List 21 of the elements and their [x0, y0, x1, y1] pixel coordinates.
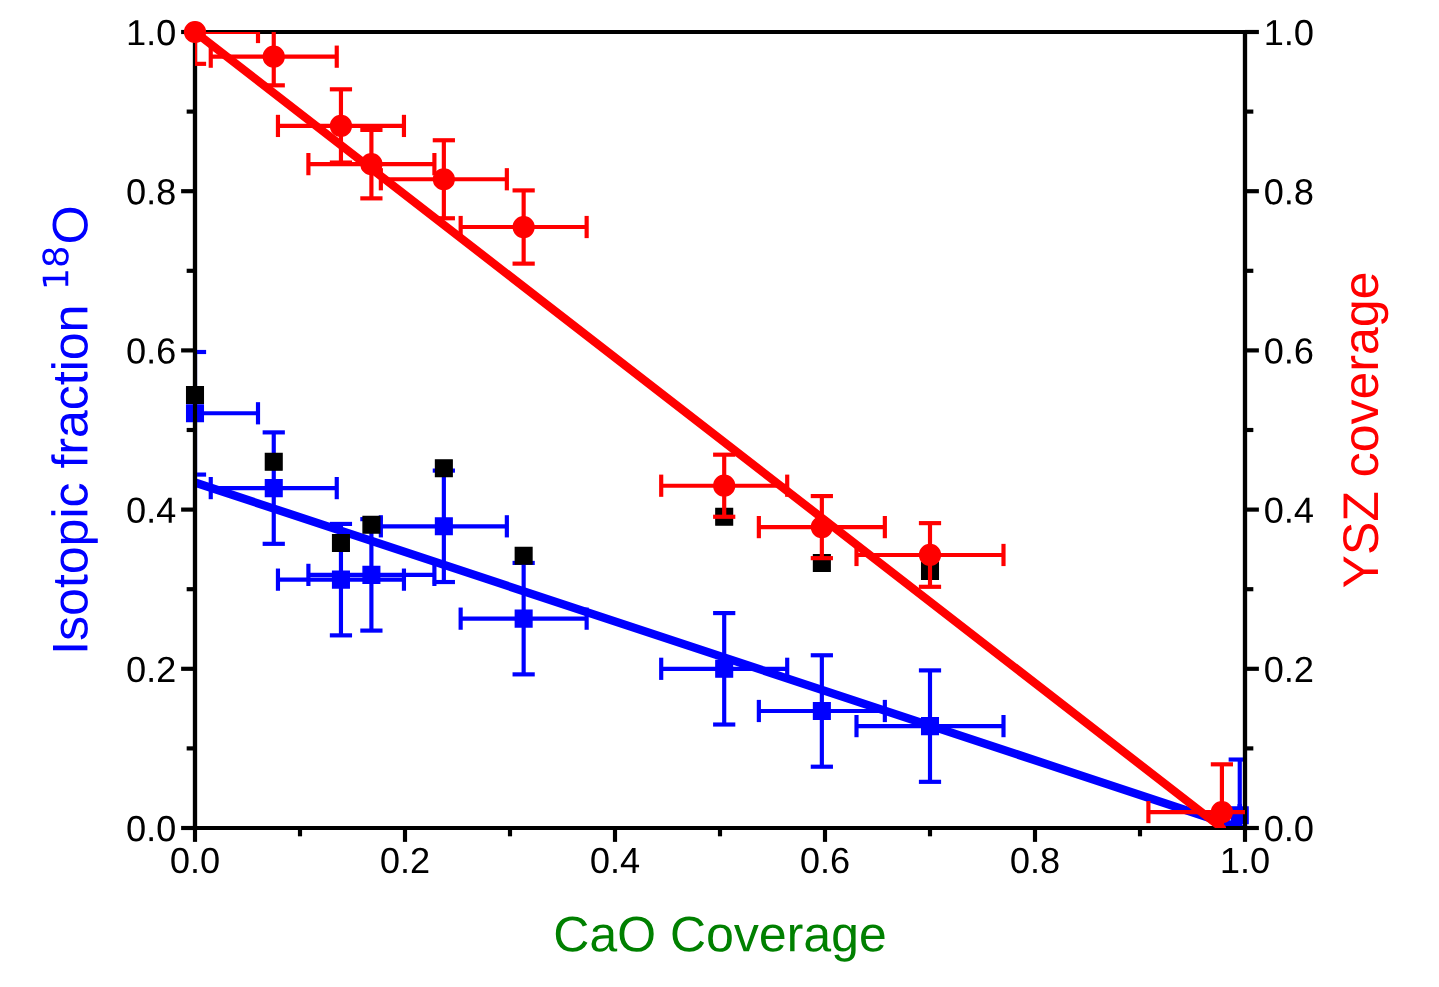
x-tick-label: 0.4 [591, 847, 640, 874]
y-tick-label: 0.4 [127, 497, 176, 524]
y2-tick-label: 0.0 [1265, 815, 1313, 842]
x-tick-label: 0.8 [1011, 847, 1059, 874]
y2-tick-label: 0.4 [1265, 497, 1313, 524]
y2-axis-title: YSZ coverage [1343, 273, 1389, 588]
x-tick-label: 0.6 [801, 847, 849, 874]
y2-tick-label: 0.6 [1265, 338, 1313, 364]
x-tick-label: 1.0 [1222, 847, 1269, 874]
y-tick-label: 1.0 [128, 19, 175, 46]
y2-tick-label: 0.2 [1265, 656, 1313, 683]
y-tick-label: 0.8 [127, 179, 175, 205]
y-axis-title: Isotopic fraction $^{18}$O [42, 207, 98, 651]
y2-tick-label: 0.8 [1265, 179, 1313, 205]
x-tick-label: 0.0 [171, 847, 219, 874]
x-tick-label: 0.2 [381, 847, 429, 874]
x-axis-title: CaO Coverage [555, 916, 885, 962]
y-tick-label: 0.2 [127, 656, 175, 683]
y-tick-label: 0.0 [127, 815, 175, 842]
y-tick-label: 0.6 [127, 338, 175, 364]
y2-tick-label: 1.0 [1266, 19, 1313, 46]
